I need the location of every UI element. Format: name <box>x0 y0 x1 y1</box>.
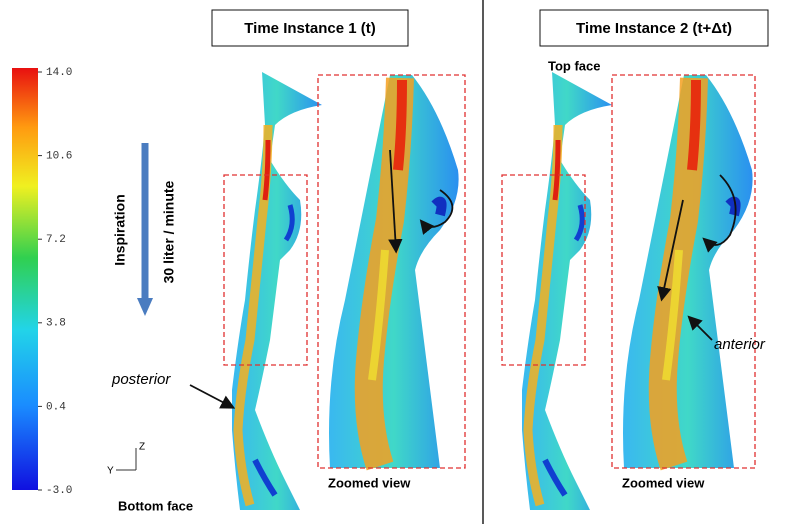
annotation: anterior <box>714 336 766 353</box>
flow-arrow-head <box>137 298 153 316</box>
tick-label: 7.2 <box>46 234 66 246</box>
annotation: Top face <box>548 58 601 73</box>
tick-label: 3.8 <box>46 318 66 330</box>
annotation: posterior <box>111 371 171 388</box>
axis-label: Y <box>107 466 114 477</box>
airway-zoom <box>329 75 459 468</box>
airway-zoom <box>623 75 753 468</box>
airway <box>232 72 322 510</box>
tick-label: 10.6 <box>46 151 72 163</box>
title-box <box>539 9 769 47</box>
zoom-region <box>501 174 586 366</box>
panel-title: Time Instance 2 (t+Δt) <box>576 20 732 37</box>
tick-label: 0.4 <box>46 401 66 413</box>
tick-label: 14.0 <box>46 67 72 79</box>
axis-triad <box>116 448 137 471</box>
axis-label: Z <box>139 442 145 453</box>
annotation: Bottom face <box>118 498 193 513</box>
tick-label: -3.0 <box>46 485 72 497</box>
airway <box>522 72 612 510</box>
flow-rate: 30 liter / minute <box>161 180 177 283</box>
colorbar-ticks: 14.0 10.6 7.2 3.8 0.4 -3.0 <box>38 67 72 497</box>
colorbar <box>12 68 38 490</box>
flow-label: Inspiration <box>112 194 128 266</box>
zoom-frame <box>611 74 756 469</box>
zoom-label: Zoomed view <box>622 475 705 490</box>
zoom-label: Zoomed view <box>328 475 411 490</box>
title-box <box>211 9 409 47</box>
panel-title: Time Instance 1 (t) <box>244 20 375 37</box>
flow-arrows <box>189 149 737 409</box>
zoom-frame <box>317 74 466 469</box>
zoom-region <box>223 174 308 366</box>
